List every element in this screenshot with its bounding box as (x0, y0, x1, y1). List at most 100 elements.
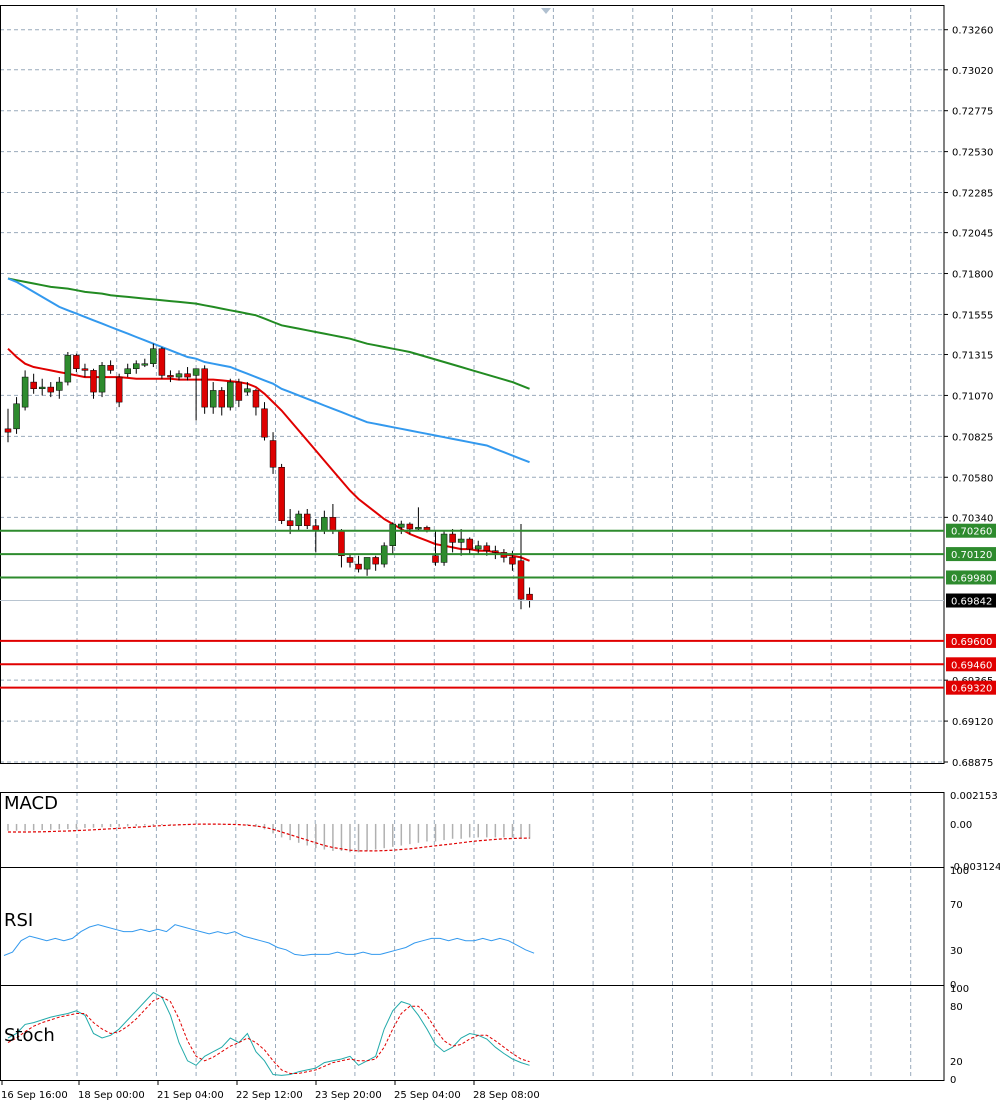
candle-body (124, 368, 131, 374)
y-tick-label: 0.68875 (952, 758, 993, 769)
candle (355, 555, 362, 573)
candle-body (90, 370, 97, 393)
candle (372, 555, 379, 571)
level-price-tag (946, 680, 996, 695)
candle-body (509, 557, 516, 565)
level-price-tag (946, 657, 996, 672)
candle-body (192, 368, 200, 376)
rsi-tick-label: 100 (950, 866, 969, 877)
candle (98, 362, 106, 398)
candle (261, 402, 268, 441)
candle-body (64, 355, 72, 383)
candle-body (133, 363, 140, 369)
candle-body (81, 368, 89, 371)
y-tick-label: 0.72530 (952, 148, 993, 159)
ma-fast-line (7, 347, 530, 562)
candle-body (346, 557, 354, 563)
stoch-k-line (7, 991, 530, 1076)
candle-body (363, 557, 371, 570)
x-tick-label: 22 Sep 12:00 (236, 1090, 303, 1101)
candle-body (475, 545, 482, 550)
stoch-tick-label: 100 (950, 984, 969, 995)
candle-body (372, 557, 379, 565)
candle (4, 408, 12, 443)
candle-body (261, 408, 268, 438)
candle-body (98, 365, 106, 393)
candle (90, 368, 97, 399)
candle-body (398, 523, 405, 528)
candle-body (526, 593, 533, 601)
y-tick-label: 0.71315 (952, 351, 993, 362)
current-price-tag (946, 593, 996, 608)
candle-body (449, 533, 456, 543)
stoch-tick-label: 0 (950, 1075, 956, 1086)
candle-body (141, 363, 149, 366)
time-axis: 16 Sep 16:00 18 Sep 00:00 21 Sep 04:00 22 S… (1, 1081, 540, 1101)
level-price-tag (946, 523, 996, 538)
candle (227, 378, 234, 411)
candle (278, 463, 285, 525)
candle-body (73, 355, 80, 369)
candle (295, 510, 302, 531)
level-price-label: 0.69980 (951, 573, 992, 584)
candle (81, 363, 89, 378)
candle (64, 352, 72, 386)
stoch-tick-label: 20 (950, 1057, 963, 1068)
candle-body (432, 555, 439, 563)
level-price-label: 0.69600 (951, 637, 992, 648)
candle (466, 537, 473, 555)
candle-body (175, 373, 183, 378)
candle (526, 587, 533, 608)
y-tick-label: 0.70580 (952, 473, 993, 484)
candle (158, 347, 166, 379)
level-price-tag (946, 570, 996, 585)
y-tick-label: 0.72285 (952, 189, 993, 200)
candle (432, 530, 439, 566)
candle-body (483, 545, 491, 551)
macd-tick-label: 0.00 (950, 820, 972, 831)
candle-body (457, 538, 465, 543)
stoch-d-line (7, 996, 530, 1074)
candle-body (244, 388, 251, 393)
candle (235, 378, 243, 408)
level-price-label: 0.70260 (951, 527, 992, 538)
y-tick-label: 0.72775 (952, 107, 993, 118)
candle-body (107, 365, 114, 371)
candle-body (355, 563, 362, 570)
current-price-label: 0.69842 (951, 597, 992, 608)
price-axis: 0.73260 0.73020 0.72775 0.72530 0.72285 0.720… (944, 26, 1000, 1086)
candle (141, 358, 149, 368)
candle (346, 554, 354, 568)
candle (244, 382, 251, 396)
level-price-tag (946, 547, 996, 562)
candle-body (115, 376, 123, 403)
level-price-label: 0.69320 (951, 684, 992, 695)
candle (133, 360, 140, 374)
candle (329, 503, 337, 535)
candle (175, 370, 183, 381)
candle-body (440, 533, 448, 563)
candle-body (184, 373, 191, 378)
candle-body (338, 530, 345, 557)
candle-body (517, 560, 525, 600)
candle (30, 373, 37, 394)
candle (475, 540, 482, 555)
candle (73, 353, 80, 373)
candle (440, 530, 448, 566)
candle (312, 519, 320, 553)
level-price-label: 0.70120 (951, 550, 992, 561)
candle-body (30, 381, 37, 390)
candle-body (269, 440, 277, 468)
candle (192, 368, 200, 421)
x-tick-label: 25 Sep 04:00 (394, 1090, 461, 1101)
candle (449, 529, 456, 553)
level-price-label: 0.69460 (951, 660, 992, 671)
candle-body (218, 390, 225, 408)
panel-frame-macd (0, 792, 945, 868)
candle (415, 507, 422, 531)
candle-body (227, 381, 234, 408)
candle-body (13, 403, 20, 430)
candle (398, 520, 405, 535)
grid (0, 5, 945, 1081)
candle (269, 432, 277, 474)
